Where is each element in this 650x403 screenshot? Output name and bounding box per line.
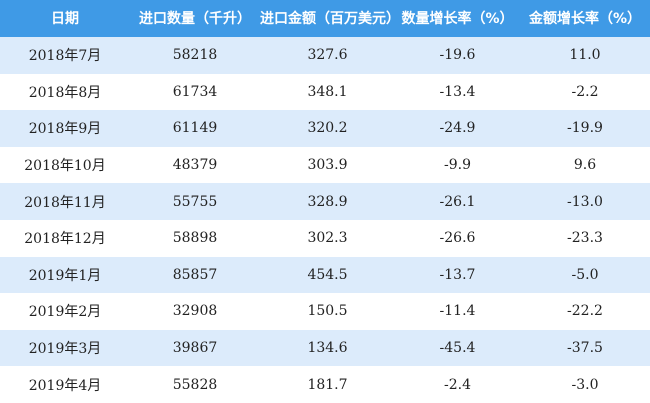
cell-amount: 328.9	[260, 183, 395, 220]
cell-amount-growth: -5.0	[520, 256, 650, 294]
cell-amount: 348.1	[307, 83, 348, 100]
cell-quantity-growth: -11.4	[439, 303, 476, 320]
cell-amount: 302.3	[307, 230, 348, 247]
cell-quantity-growth: -13.4	[439, 83, 476, 100]
table-row: 2018年12月 58898 302.3 -26.6 -23.3	[0, 220, 650, 257]
cell-date: 2019年2月	[28, 304, 102, 321]
cell-quantity-growth: -19.6	[395, 37, 520, 74]
cell-date: 2018年10月	[24, 158, 106, 175]
cell-date: 2018年12月	[24, 231, 106, 248]
cell-quantity: 55828	[172, 376, 218, 393]
cell-amount-growth: 9.6	[573, 157, 597, 174]
table-row: 2018年7月 58218 327.6 -19.6 11.0	[0, 37, 650, 74]
cell-amount: 181.7	[307, 376, 348, 393]
cell-date: 2019年3月	[0, 329, 130, 367]
header-quantity: 进口数量（千升）	[130, 0, 260, 37]
table-row: 2018年8月 61734 348.1 -13.4 -2.2	[0, 74, 650, 111]
table-row: 2019年1月 85857 454.5 -13.7 -5.0	[0, 256, 650, 294]
table-row: 2019年2月 32908 150.5 -11.4 -22.2	[0, 293, 650, 330]
cell-amount-growth: -37.5	[520, 329, 650, 367]
cell-amount: 320.2	[260, 110, 395, 147]
cell-amount-growth: -19.9	[520, 110, 650, 147]
table-row: 2018年9月 61149 320.2 -24.9 -19.9	[0, 110, 650, 147]
cell-quantity: 61149	[130, 110, 260, 147]
cell-amount: 134.6	[260, 329, 395, 367]
header-date: 日期	[0, 0, 130, 37]
cell-date: 2018年7月	[0, 37, 130, 74]
header-quantity-growth: 数量增长率（%）	[395, 0, 520, 37]
cell-quantity-growth: -26.1	[395, 183, 520, 220]
table-row: 2019年4月 55828 181.7 -2.4 -3.0	[0, 366, 650, 403]
cell-amount-growth: -2.2	[571, 83, 599, 100]
cell-date: 2019年4月	[28, 377, 102, 394]
cell-date: 2018年9月	[0, 110, 130, 147]
header-row: 日期 进口数量（千升） 进口金额（百万美元） 数量增长率（%） 金额增长率（%）	[0, 0, 650, 37]
cell-quantity-growth: -45.4	[395, 329, 520, 367]
cell-quantity: 48379	[172, 157, 218, 174]
cell-amount: 303.9	[307, 157, 348, 174]
cell-amount-growth: -22.2	[567, 303, 603, 320]
cell-amount-growth: -23.3	[567, 230, 603, 247]
cell-quantity: 61734	[172, 83, 218, 100]
cell-quantity-growth: -26.6	[439, 230, 476, 247]
cell-quantity: 58218	[130, 37, 260, 74]
cell-quantity-growth: -9.9	[444, 157, 471, 174]
cell-date: 2018年8月	[28, 84, 102, 101]
cell-amount: 327.6	[260, 37, 395, 74]
cell-quantity-growth: -24.9	[395, 110, 520, 147]
table-row: 2019年3月 39867 134.6 -45.4 -37.5	[0, 329, 650, 367]
cell-quantity-growth: -2.4	[444, 376, 471, 393]
header-amount-growth: 金额增长率（%）	[520, 0, 650, 37]
cell-quantity: 55755	[130, 183, 260, 220]
cell-quantity: 39867	[130, 329, 260, 367]
table-row: 2018年11月 55755 328.9 -26.1 -13.0	[0, 183, 650, 220]
cell-amount-growth: -3.0	[571, 376, 599, 393]
cell-quantity: 58898	[172, 230, 218, 247]
header-amount: 进口金额（百万美元）	[260, 0, 400, 37]
cell-amount-growth: 11.0	[520, 37, 650, 74]
cell-quantity: 85857	[130, 256, 260, 294]
cell-amount-growth: -13.0	[520, 183, 650, 220]
cell-quantity: 32908	[172, 303, 218, 320]
cell-amount: 454.5	[260, 256, 395, 294]
table-row: 2018年10月 48379 303.9 -9.9 9.6	[0, 147, 650, 184]
cell-date: 2018年11月	[0, 183, 130, 220]
cell-amount: 150.5	[307, 303, 348, 320]
cell-quantity-growth: -13.7	[395, 256, 520, 294]
cell-date: 2019年1月	[0, 256, 130, 294]
